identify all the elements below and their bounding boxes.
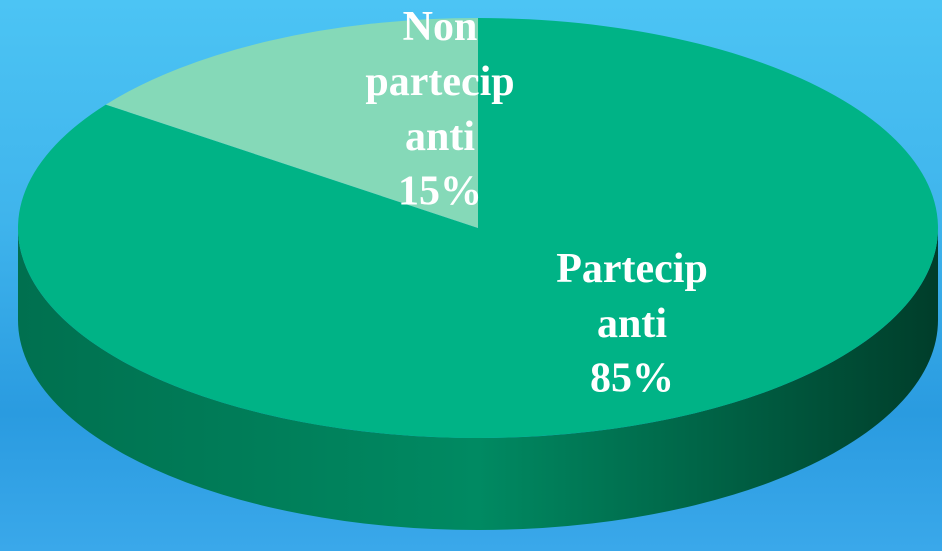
label-line: anti: [597, 301, 667, 347]
label-line: partecip: [365, 59, 514, 105]
label-line: Non: [403, 4, 478, 50]
slice-label: Partecip anti: [556, 246, 708, 347]
pie: Partecip anti 85% Non partecip anti 15%: [17, 4, 939, 530]
slice: [17, 18, 939, 439]
slice: [105, 18, 479, 228]
slice-label: Non partecip anti: [365, 4, 514, 160]
slice-side: [18, 228, 938, 530]
label-line: anti: [405, 114, 475, 160]
value-label: 85%: [590, 356, 674, 402]
label-line: Partecip: [556, 246, 708, 292]
value-label: 15%: [398, 169, 482, 215]
